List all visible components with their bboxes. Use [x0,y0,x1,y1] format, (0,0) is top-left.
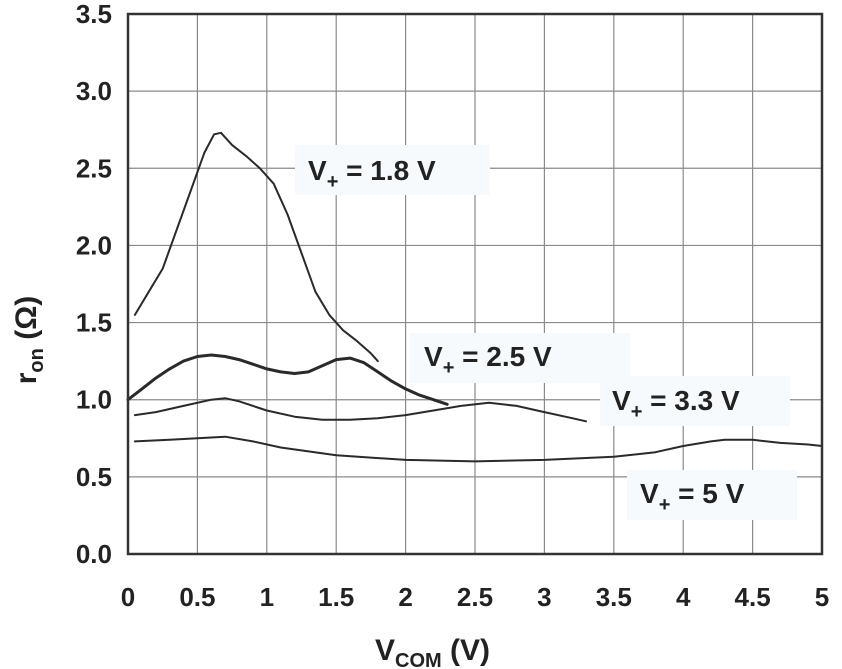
x-tick-label-0: 0 [121,582,135,612]
series-label-1: V+ = 1.8 V [295,145,490,195]
series-label-2-box [410,333,630,383]
x-tick-label-4: 2 [398,582,412,612]
x-tick-label-6: 3 [537,582,551,612]
x-tick-label-9: 4.5 [735,582,771,612]
vertical-gridlines [196,14,754,554]
y-tick-label-3: 1.5 [76,308,112,338]
series-line-4 [133,435,823,463]
y-tick-labels: 0.0 0.5 1.0 1.5 2.0 2.5 3.0 3.5 [76,0,112,569]
series-label-1-box [295,145,490,195]
y-tick-label-1: 0.5 [76,462,112,492]
y-tick-label-0: 0.0 [76,539,112,569]
y-tick-label-6: 3.0 [76,76,112,106]
series-label-3-text: V+ = 3.3 V [612,385,740,423]
series-label-3: V+ = 3.3 V [600,376,790,426]
series-line-1 [133,131,379,363]
series-label-1-text: V+ = 1.8 V [308,155,436,193]
series-line-3 [133,397,587,423]
series-label-4: V+ = 5 V [627,470,797,520]
x-tick-label-8: 4 [676,582,691,612]
series-label-4-text: V+ = 5 V [640,478,745,516]
series-curves [126,131,823,463]
y-tick-label-2: 1.0 [76,385,112,415]
x-tick-label-7: 3.5 [596,582,632,612]
x-axis-title: VCOM (V) [375,634,490,669]
x-tick-labels: 0 0.5 1 1.5 2 2.5 3 3.5 4 4.5 5 [121,582,829,612]
x-tick-label-5: 2.5 [457,582,493,612]
x-tick-label-10: 5 [815,582,829,612]
x-tick-label-1: 0.5 [179,582,215,612]
series-label-3-box [600,376,790,426]
series-label-2: V+ = 2.5 V [410,333,630,383]
x-tick-label-2: 1 [260,582,274,612]
series-label-4-box [627,470,797,520]
plot-frame [126,12,824,556]
series-line-2 [126,353,449,406]
y-axis-title: ron (Ω) [10,296,48,385]
series-label-2-text: V+ = 2.5 V [424,341,552,379]
y-tick-label-5: 2.5 [76,153,112,183]
x-tick-label-3: 1.5 [318,582,354,612]
y-tick-label-4: 2.0 [76,230,112,260]
y-tick-label-7: 3.5 [76,0,112,29]
